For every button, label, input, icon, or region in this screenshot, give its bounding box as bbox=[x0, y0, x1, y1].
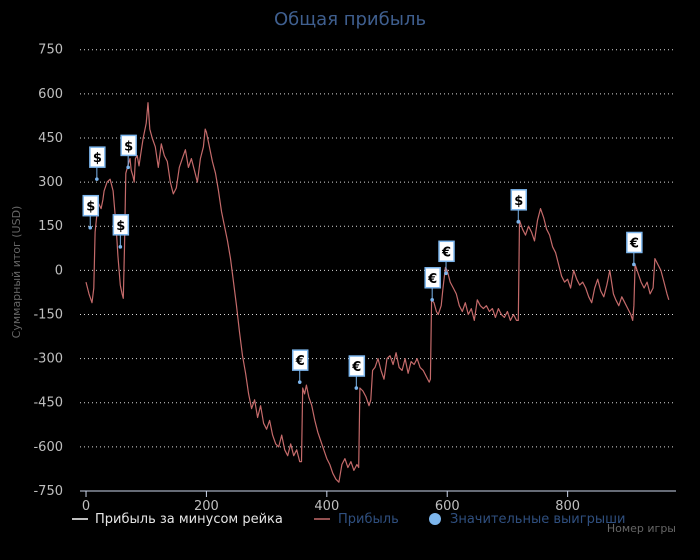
y-tick-label: 450 bbox=[38, 131, 63, 146]
y-tick-label: 300 bbox=[38, 175, 63, 190]
svg-text:$: $ bbox=[86, 200, 95, 215]
y-tick-label: -600 bbox=[33, 440, 63, 455]
legend-item-profit[interactable]: Прибыль bbox=[314, 512, 399, 527]
legend-item-net-profit[interactable]: Прибыль за минусом рейка bbox=[72, 512, 283, 527]
y-tick-label: -300 bbox=[33, 352, 63, 367]
legend: Прибыль за минусом рейка Прибыль Значитель… bbox=[72, 512, 625, 527]
chart-title: Общая прибыль bbox=[274, 9, 426, 30]
svg-text:€: € bbox=[351, 360, 361, 375]
legend-item-significant-wins[interactable]: Значительные выигрыши bbox=[429, 512, 625, 527]
svg-text:Прибыль за минусом рейка: Прибыль за минусом рейка bbox=[95, 512, 283, 527]
y-axis-ticks: 750 600 450 300 150 0 -150 -300 -450 -600 -750 bbox=[33, 43, 63, 499]
flag-marker: € bbox=[291, 349, 309, 384]
svg-text:€: € bbox=[629, 236, 639, 251]
y-tick-label: 0 bbox=[55, 263, 63, 278]
flag-markers: $ $ $ $ € € € € $ € bbox=[82, 134, 643, 390]
svg-text:€: € bbox=[427, 272, 437, 287]
y-tick-label: 600 bbox=[38, 87, 63, 102]
flag-marker: € bbox=[438, 240, 455, 276]
svg-text:Прибыль: Прибыль bbox=[338, 512, 399, 527]
y-tick-label: 750 bbox=[38, 43, 63, 58]
flag-marker: $ bbox=[112, 214, 130, 249]
x-axis-title: Номер игры bbox=[607, 522, 676, 535]
svg-text:$: $ bbox=[116, 219, 125, 234]
flag-marker: € bbox=[424, 267, 441, 302]
flag-marker: € bbox=[626, 231, 643, 267]
x-tick-label: 0 bbox=[82, 499, 90, 514]
svg-text:€: € bbox=[295, 354, 305, 369]
svg-text:Значительные выигрыши: Значительные выигрыши bbox=[450, 512, 625, 527]
x-tick-label: 400 bbox=[314, 499, 339, 514]
plot-area bbox=[85, 102, 670, 483]
svg-text:$: $ bbox=[93, 151, 102, 166]
flag-marker: € bbox=[348, 355, 366, 390]
svg-text:€: € bbox=[441, 245, 451, 260]
flag-marker: $ bbox=[82, 194, 99, 230]
svg-text:$: $ bbox=[124, 139, 133, 154]
flag-marker: $ bbox=[120, 134, 137, 170]
x-axis-ticks: 0 200 400 600 800 bbox=[82, 491, 580, 514]
y-tick-label: 150 bbox=[38, 219, 63, 234]
y-tick-label: -150 bbox=[33, 307, 63, 322]
flag-marker: $ bbox=[510, 189, 528, 224]
svg-text:$: $ bbox=[514, 194, 523, 209]
x-tick-label: 200 bbox=[194, 499, 219, 514]
y-tick-label: -750 bbox=[33, 484, 63, 499]
y-tick-label: -450 bbox=[33, 396, 63, 411]
x-tick-label: 800 bbox=[555, 499, 580, 514]
flag-marker: $ bbox=[89, 146, 106, 181]
y-axis-title: Суммарный итог (USD) bbox=[10, 206, 23, 339]
profit-series-line bbox=[85, 102, 670, 483]
grid-lines bbox=[80, 49, 676, 492]
x-tick-label: 600 bbox=[435, 499, 460, 514]
